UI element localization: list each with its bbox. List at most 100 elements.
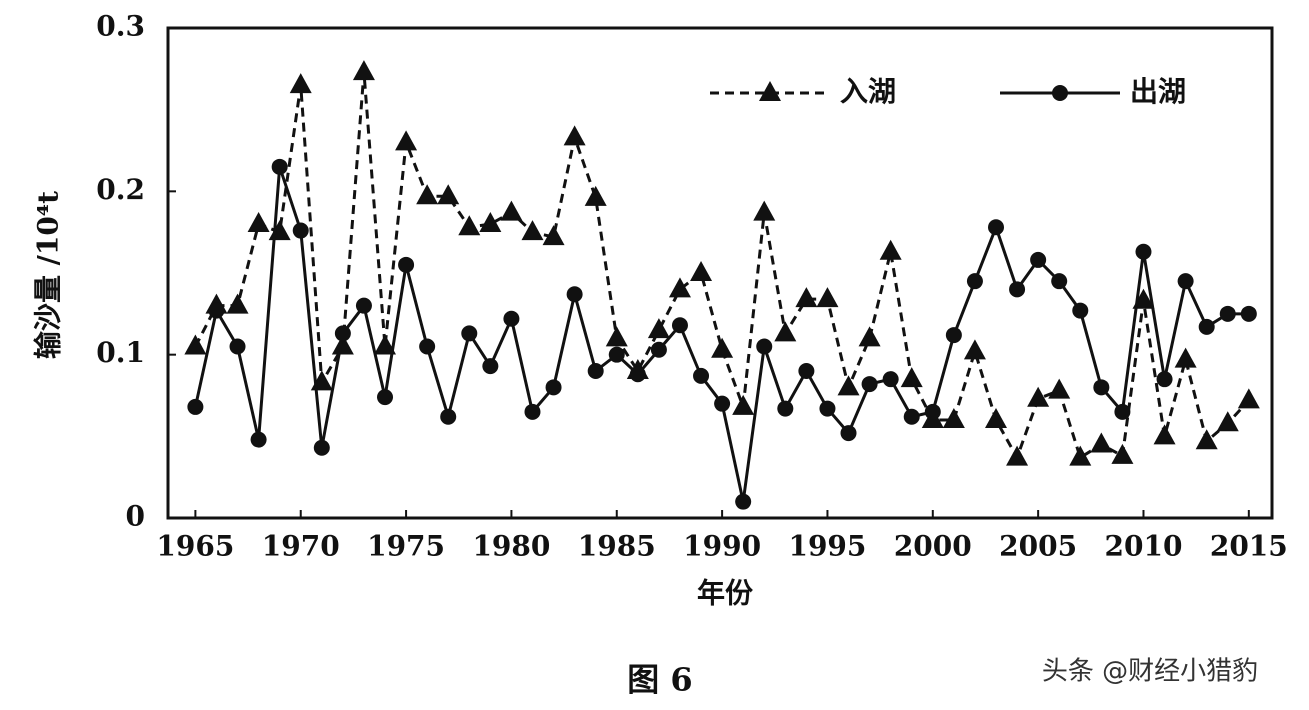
circle-marker xyxy=(693,367,710,384)
circle-marker xyxy=(650,341,667,358)
circle-marker xyxy=(840,425,857,442)
circle-marker xyxy=(545,379,562,396)
triangle-marker xyxy=(1237,388,1260,409)
triangle-marker xyxy=(395,130,418,151)
circle-marker xyxy=(292,222,309,239)
circle-marker xyxy=(229,338,246,355)
x-tick-label: 1995 xyxy=(788,530,866,563)
circle-marker xyxy=(1198,318,1215,335)
circle-marker xyxy=(587,363,604,379)
circle-marker xyxy=(1177,273,1194,290)
circle-marker xyxy=(566,286,583,303)
circle-marker xyxy=(1093,379,1110,396)
triangle-marker xyxy=(963,339,986,360)
x-axis-label: 年份 xyxy=(697,577,753,610)
y-tick-label: 0.2 xyxy=(96,173,145,206)
circle-marker xyxy=(271,158,288,175)
circle-marker xyxy=(1240,305,1257,322)
legend-marker xyxy=(1052,85,1068,101)
triangle-marker xyxy=(774,321,797,342)
circle-marker xyxy=(1051,273,1068,290)
x-tick-label: 1970 xyxy=(262,530,340,563)
triangle-marker xyxy=(184,334,207,355)
circle-marker xyxy=(671,317,688,334)
triangle-marker xyxy=(1006,445,1029,466)
triangle-marker xyxy=(416,184,439,205)
circle-marker xyxy=(208,302,225,319)
circle-marker xyxy=(461,325,478,342)
circle-marker xyxy=(503,310,520,327)
circle-marker xyxy=(714,395,731,412)
triangle-marker xyxy=(795,287,818,308)
x-tick-label: 2000 xyxy=(894,530,972,563)
circle-marker xyxy=(798,363,815,379)
triangle-marker xyxy=(1195,429,1218,450)
triangle-marker xyxy=(1111,443,1134,464)
x-tick-label: 2015 xyxy=(1210,530,1288,563)
y-tick-label: 0.1 xyxy=(96,336,145,369)
circle-marker xyxy=(440,408,457,425)
triangle-marker xyxy=(690,261,713,281)
circle-marker xyxy=(882,371,899,388)
triangle-marker xyxy=(900,367,923,388)
circle-marker xyxy=(1135,243,1152,260)
series-line xyxy=(194,71,1250,462)
triangle-marker xyxy=(226,293,249,314)
circle-marker xyxy=(608,346,625,363)
caption: 图 6 xyxy=(627,661,692,699)
y-axis-label: 输沙量 /10⁴t xyxy=(32,191,65,359)
circle-marker xyxy=(377,389,394,406)
circle-marker xyxy=(398,256,415,273)
triangle-marker xyxy=(647,318,670,339)
circle-marker xyxy=(629,366,646,383)
circle-marker xyxy=(988,219,1004,236)
triangle-marker xyxy=(584,185,607,206)
triangle-marker xyxy=(879,239,902,260)
legend-label: 出湖 xyxy=(1130,75,1186,108)
triangle-marker xyxy=(331,334,354,355)
circle-marker xyxy=(756,338,773,355)
circle-marker xyxy=(1219,305,1236,322)
x-tick-label: 1965 xyxy=(156,530,234,563)
circle-marker xyxy=(777,400,794,417)
y-tick-label: 0.3 xyxy=(96,10,145,43)
triangle-marker xyxy=(437,184,460,205)
circle-marker xyxy=(861,376,878,393)
triangle-marker xyxy=(1027,386,1050,407)
circle-marker xyxy=(482,358,499,375)
circle-marker xyxy=(1114,403,1131,420)
legend-marker xyxy=(759,81,781,101)
circle-marker xyxy=(250,431,267,448)
triangle-marker xyxy=(837,375,860,396)
triangle-marker xyxy=(1216,411,1239,432)
triangle-marker xyxy=(247,212,270,232)
circle-marker xyxy=(334,325,351,342)
triangle-marker xyxy=(816,287,839,308)
circle-marker xyxy=(735,493,752,510)
x-tick-label: 1975 xyxy=(367,530,445,563)
triangle-marker xyxy=(1069,445,1092,466)
triangle-marker xyxy=(1153,424,1176,445)
triangle-marker xyxy=(942,408,965,428)
circle-marker xyxy=(945,327,962,344)
triangle-marker xyxy=(374,334,397,355)
circle-marker xyxy=(1072,302,1089,319)
triangle-marker xyxy=(711,337,734,358)
circle-marker xyxy=(924,403,941,420)
x-tick-label: 1990 xyxy=(683,530,761,563)
triangle-marker xyxy=(458,215,481,236)
triangle-marker xyxy=(1048,378,1071,399)
circle-marker xyxy=(1009,281,1026,298)
x-tick-label: 2010 xyxy=(1105,530,1183,563)
triangle-marker xyxy=(500,200,523,221)
triangle-marker xyxy=(521,220,544,241)
x-tick-label: 1985 xyxy=(578,530,656,563)
triangle-marker xyxy=(542,225,565,246)
triangle-marker xyxy=(1174,347,1197,368)
circle-marker xyxy=(819,400,836,417)
legend-label: 入湖 xyxy=(840,75,896,108)
plot-frame xyxy=(166,26,1274,520)
circle-marker xyxy=(1030,251,1047,268)
triangle-marker xyxy=(605,326,628,347)
